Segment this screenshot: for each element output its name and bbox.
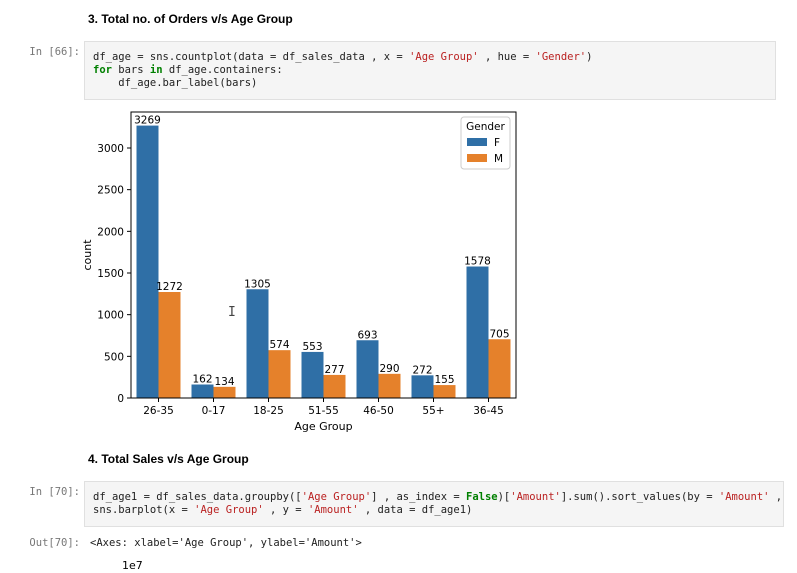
x-tick-label: 51-55	[308, 405, 339, 417]
bar-M-36-45	[488, 339, 511, 398]
bar-F-51-55	[301, 351, 324, 398]
y-axis-label: count	[81, 239, 94, 271]
bar-F-36-45	[466, 266, 489, 398]
bar-M-18-25	[268, 350, 291, 398]
legend-label-M: M	[494, 153, 503, 165]
bar-M-51-55	[323, 374, 346, 398]
bar-value-label: 277	[324, 364, 344, 376]
y-tick-label: 1500	[97, 268, 124, 280]
legend-swatch-F	[467, 138, 487, 146]
bar-M-0-17	[213, 386, 236, 398]
bar-value-label: 3269	[134, 115, 161, 127]
bar-value-label: 1305	[244, 278, 271, 290]
bar-value-label: 1272	[156, 281, 183, 293]
heading-sales-vs-age: 4. Total Sales v/s Age Group	[88, 452, 249, 466]
bar-M-26-35	[158, 292, 181, 398]
x-axis-label: Age Group	[294, 420, 352, 433]
prompt-in-70: In [70]:	[29, 486, 80, 498]
bar-value-label: 290	[379, 363, 399, 375]
legend-label-F: F	[494, 137, 500, 149]
next-plot-scale-label: 1e7	[122, 559, 143, 572]
bar-value-label: 693	[357, 329, 377, 341]
text-cursor-icon: I	[228, 305, 236, 320]
legend-title: Gender	[466, 121, 505, 133]
x-tick-label: 46-50	[363, 405, 394, 417]
age-group-countplot: 3269 162 1305 553 693 272 1578 1272 134 574 277 290…	[81, 111, 517, 433]
y-tick-label: 3000	[97, 143, 124, 155]
bar-F-55+	[411, 375, 434, 398]
x-tick-label: 55+	[422, 405, 444, 417]
bar-value-label: 574	[269, 339, 289, 351]
bar-M-55+	[433, 385, 456, 398]
bar-value-label: 134	[214, 376, 234, 388]
bar-value-label: 162	[192, 374, 212, 386]
y-tick-label: 0	[117, 393, 124, 405]
x-tick-label: 18-25	[253, 405, 284, 417]
y-tick-label: 2000	[97, 226, 124, 238]
bar-M-46-50	[378, 373, 401, 398]
x-tick-label: 26-35	[143, 405, 174, 417]
x-tick-label: 36-45	[473, 405, 504, 417]
heading-orders-vs-age: 3. Total no. of Orders v/s Age Group	[88, 12, 293, 26]
output-70-text: <Axes: xlabel='Age Group', ylabel='Amoun…	[90, 537, 362, 549]
prompt-out-70: Out[70]:	[29, 537, 80, 549]
bar-F-18-25	[246, 289, 269, 398]
y-tick-label: 1000	[97, 310, 124, 322]
bar-F-0-17	[191, 384, 214, 398]
y-tick-label: 500	[104, 351, 124, 363]
bar-F-26-35	[136, 125, 159, 398]
bar-value-label: 272	[412, 364, 432, 376]
code-cell-66[interactable]: df_age = sns.countplot(data = df_sales_d…	[84, 41, 776, 100]
bar-value-label: 155	[434, 374, 454, 386]
bar-value-label: 1578	[464, 256, 491, 268]
bar-value-label: 553	[302, 341, 322, 353]
bar-F-46-50	[356, 340, 379, 398]
code-cell-70[interactable]: df_age1 = df_sales_data.groupby(['Age Gr…	[84, 481, 784, 527]
y-tick-label: 2500	[97, 185, 124, 197]
legend-swatch-M	[467, 154, 487, 162]
x-tick-label: 0-17	[202, 405, 226, 417]
prompt-in-66: In [66]:	[29, 46, 80, 58]
bar-value-label: 705	[489, 328, 509, 340]
